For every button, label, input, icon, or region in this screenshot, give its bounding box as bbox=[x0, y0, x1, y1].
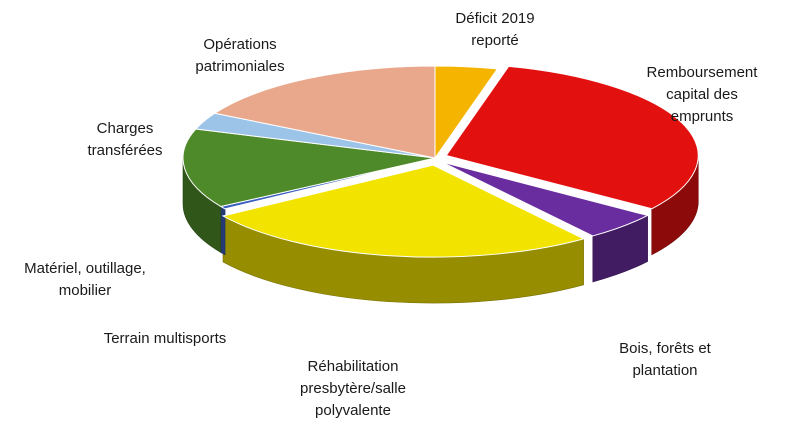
pie-slice-1 bbox=[445, 65, 699, 210]
slice-label-bois: Bois, forêts et plantation bbox=[619, 340, 711, 379]
slice-label-operations: Opérations patrimoniales bbox=[195, 36, 285, 75]
slice-label-terrain: Terrain multisports bbox=[103, 330, 227, 347]
slice-label-materiel: Matériel, outillage, mobilier bbox=[24, 260, 146, 299]
pie-side-4 bbox=[220, 205, 226, 256]
slice-label-remboursement: Remboursement capital des emprunts bbox=[646, 64, 758, 125]
pie-top-faces bbox=[182, 65, 699, 258]
pie-slice-5 bbox=[182, 128, 436, 207]
slice-label-charges: Charges transférées bbox=[87, 120, 163, 159]
pie-slice-2 bbox=[441, 161, 650, 237]
pie-slice-7 bbox=[213, 65, 436, 159]
pie-slice-3 bbox=[221, 164, 586, 258]
slice-label-deficit: Déficit 2019 reporté bbox=[455, 10, 535, 49]
slice-label-rehabilitation: Réhabilitation presbytère/salle polyvale… bbox=[300, 358, 406, 419]
